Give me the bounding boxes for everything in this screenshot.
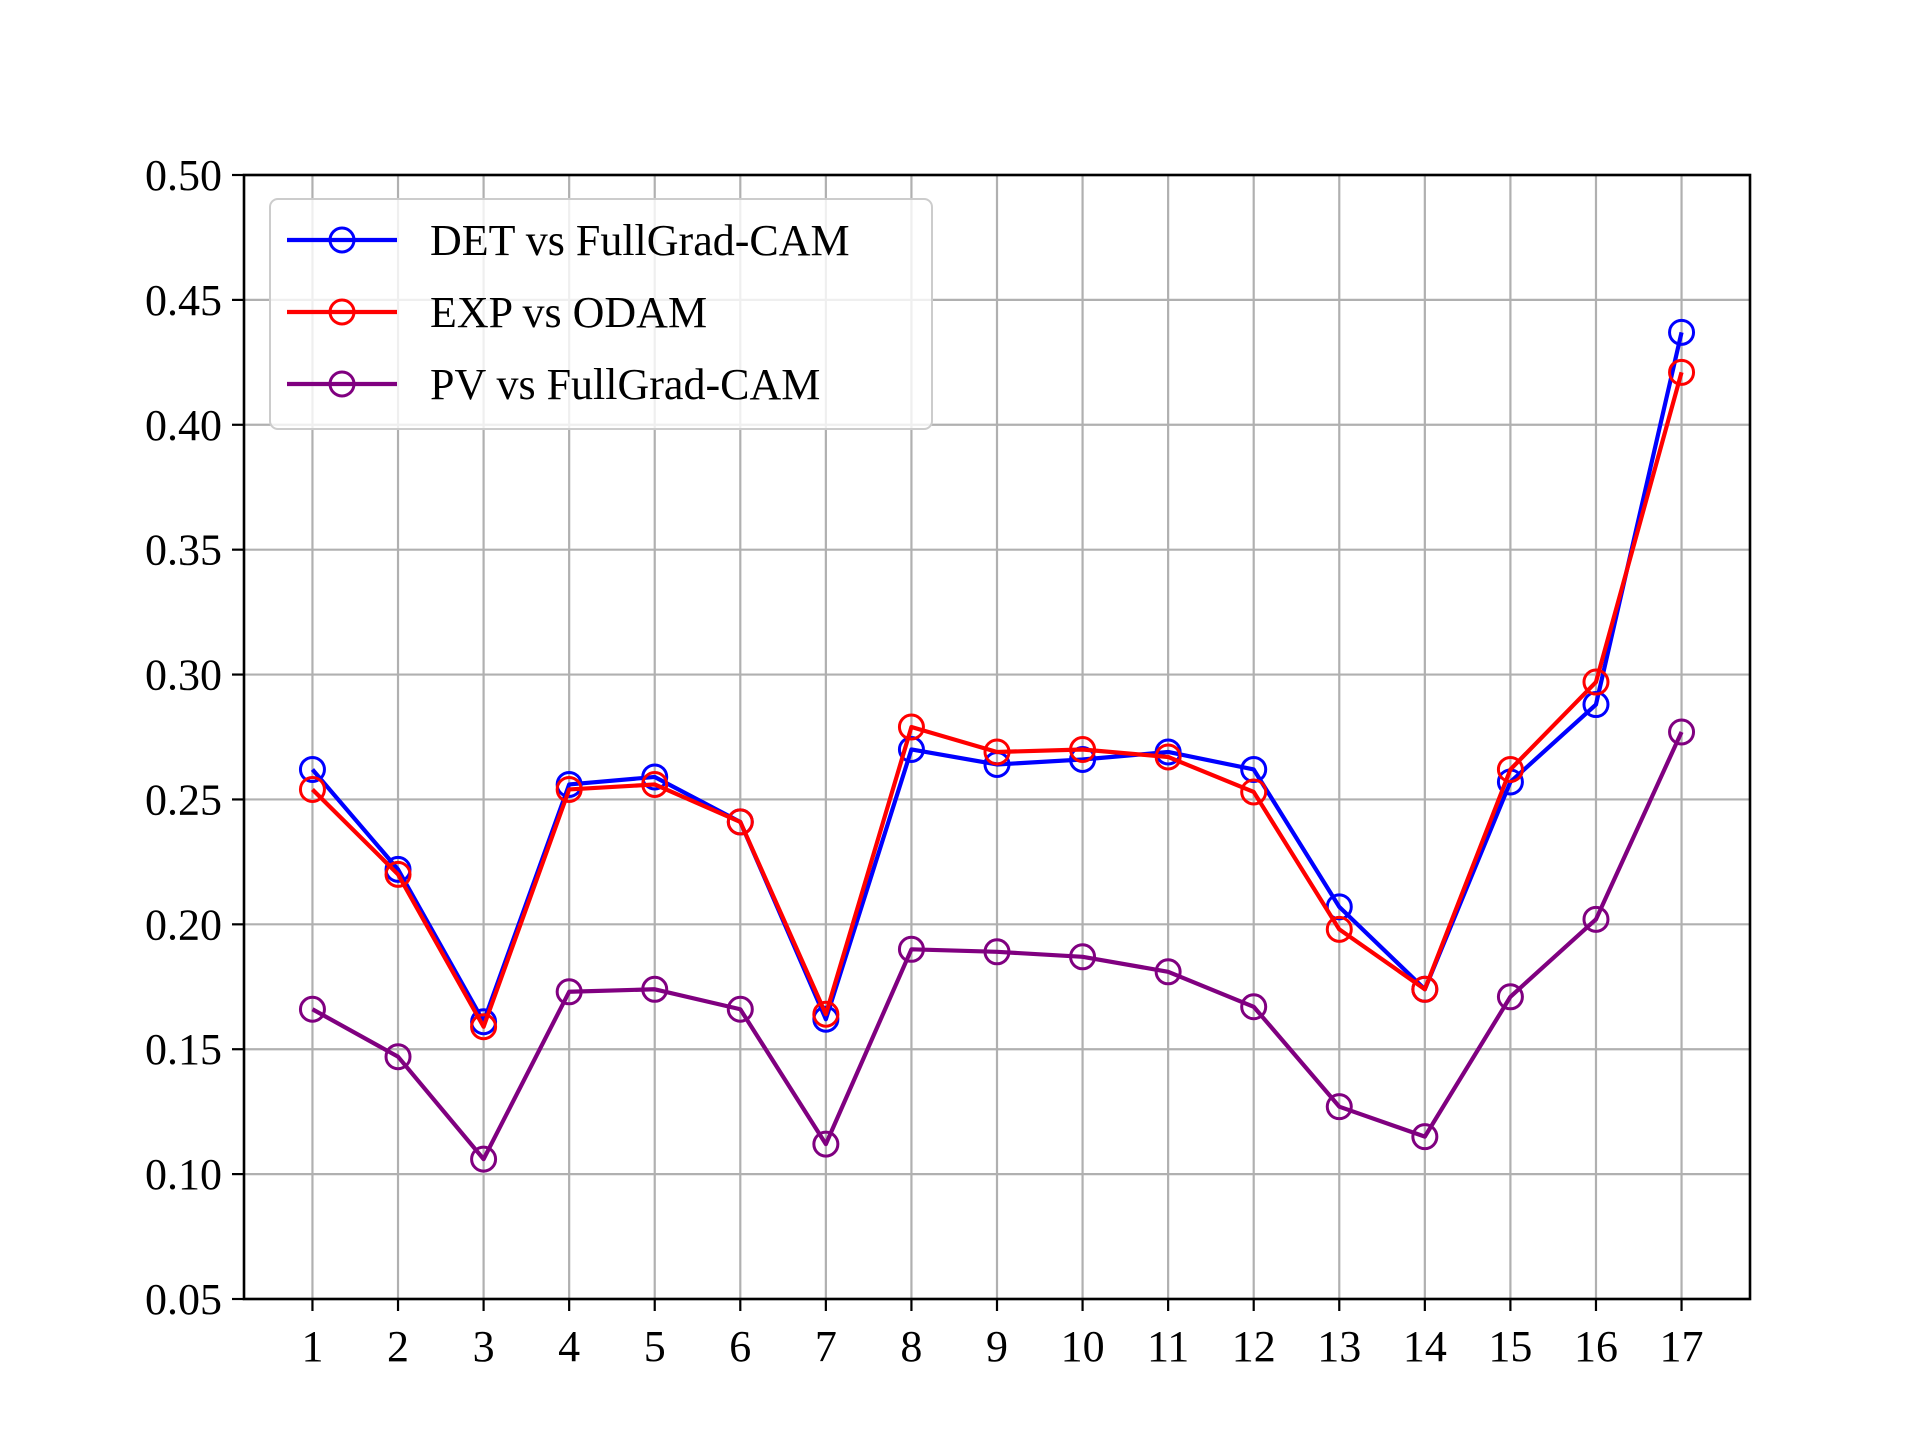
data-point	[298, 755, 326, 783]
data-point	[641, 770, 669, 798]
data-point	[384, 1043, 412, 1071]
data-point	[1496, 755, 1524, 783]
y-tick-label: 0.25	[145, 775, 222, 824]
data-point	[1668, 718, 1696, 746]
data-point	[1325, 1093, 1353, 1121]
y-tick-label: 0.50	[145, 151, 222, 200]
legend-label: DET vs FullGrad-CAM	[430, 216, 850, 265]
data-point	[1496, 983, 1524, 1011]
data-point	[1069, 943, 1097, 971]
data-point	[1411, 1123, 1439, 1151]
x-tick-label: 12	[1232, 1322, 1276, 1371]
data-point	[641, 763, 669, 791]
data-point	[1582, 691, 1610, 719]
series-2	[298, 358, 1696, 1041]
x-tick-label: 3	[473, 1322, 495, 1371]
x-tick-label: 10	[1061, 1322, 1105, 1371]
x-tick-label: 2	[387, 1322, 409, 1371]
y-tick-label: 0.10	[145, 1150, 222, 1199]
data-point	[1240, 993, 1268, 1021]
data-point	[1069, 735, 1097, 763]
x-tick-label: 16	[1574, 1322, 1618, 1371]
x-tick-label: 15	[1488, 1322, 1532, 1371]
data-point	[555, 775, 583, 803]
data-point	[1240, 778, 1268, 806]
data-point	[298, 775, 326, 803]
data-point	[641, 975, 669, 1003]
series-line	[311, 731, 1684, 1162]
legend-marker	[328, 226, 356, 254]
x-tick-label: 5	[644, 1322, 666, 1371]
x-tick-label: 13	[1317, 1322, 1361, 1371]
data-point	[298, 995, 326, 1023]
legend-label: EXP vs ODAM	[430, 288, 707, 337]
data-point	[812, 1000, 840, 1028]
data-point	[897, 735, 925, 763]
data-point	[1411, 975, 1439, 1003]
data-point	[1582, 905, 1610, 933]
y-tick-label: 0.15	[145, 1025, 222, 1074]
y-tick-label: 0.30	[145, 651, 222, 700]
y-tick-label: 0.35	[145, 526, 222, 575]
data-point	[384, 860, 412, 888]
data-point	[983, 938, 1011, 966]
x-tick-label: 1	[301, 1322, 323, 1371]
legend-label: PV vs FullGrad-CAM	[430, 360, 820, 409]
data-point	[897, 935, 925, 963]
data-point	[1668, 318, 1696, 346]
data-point	[897, 713, 925, 741]
series-lines	[298, 318, 1696, 1173]
x-tick-label: 11	[1147, 1322, 1189, 1371]
data-point	[812, 1130, 840, 1158]
legend-box	[269, 198, 933, 430]
x-tick-label: 4	[558, 1322, 580, 1371]
data-point	[1668, 358, 1696, 386]
y-tick-label: 0.40	[145, 401, 222, 450]
x-tick-label: 6	[729, 1322, 751, 1371]
data-point	[983, 738, 1011, 766]
x-tick-label: 9	[986, 1322, 1008, 1371]
data-point	[1240, 755, 1268, 783]
data-point	[1582, 668, 1610, 696]
data-point	[470, 1013, 498, 1041]
data-point	[1154, 958, 1182, 986]
y-tick-label: 0.45	[145, 276, 222, 325]
series-line	[310, 371, 1684, 1029]
x-tick-label: 8	[900, 1322, 922, 1371]
data-point	[555, 978, 583, 1006]
data-point	[726, 995, 754, 1023]
x-tick-label: 7	[815, 1322, 837, 1371]
data-point	[726, 808, 754, 836]
data-point	[1154, 743, 1182, 771]
y-tick-label: 0.20	[145, 900, 222, 949]
legend-marker	[328, 370, 356, 398]
x-tick-label: 14	[1403, 1322, 1447, 1371]
legend: DET vs FullGrad-CAM EXP vs ODAM PV vs Full…	[269, 198, 933, 430]
data-point	[1325, 915, 1353, 943]
data-point	[470, 1145, 498, 1173]
x-tick-label: 17	[1660, 1322, 1704, 1371]
legend-marker	[328, 298, 356, 326]
y-tick-label: 0.05	[145, 1275, 222, 1324]
series-3	[298, 718, 1696, 1173]
axis-ticks: 1 2 3 4 5 6 7 8 9 10 11 12 13 14 15 16 170.050.100.150.2…	[145, 151, 1704, 1371]
